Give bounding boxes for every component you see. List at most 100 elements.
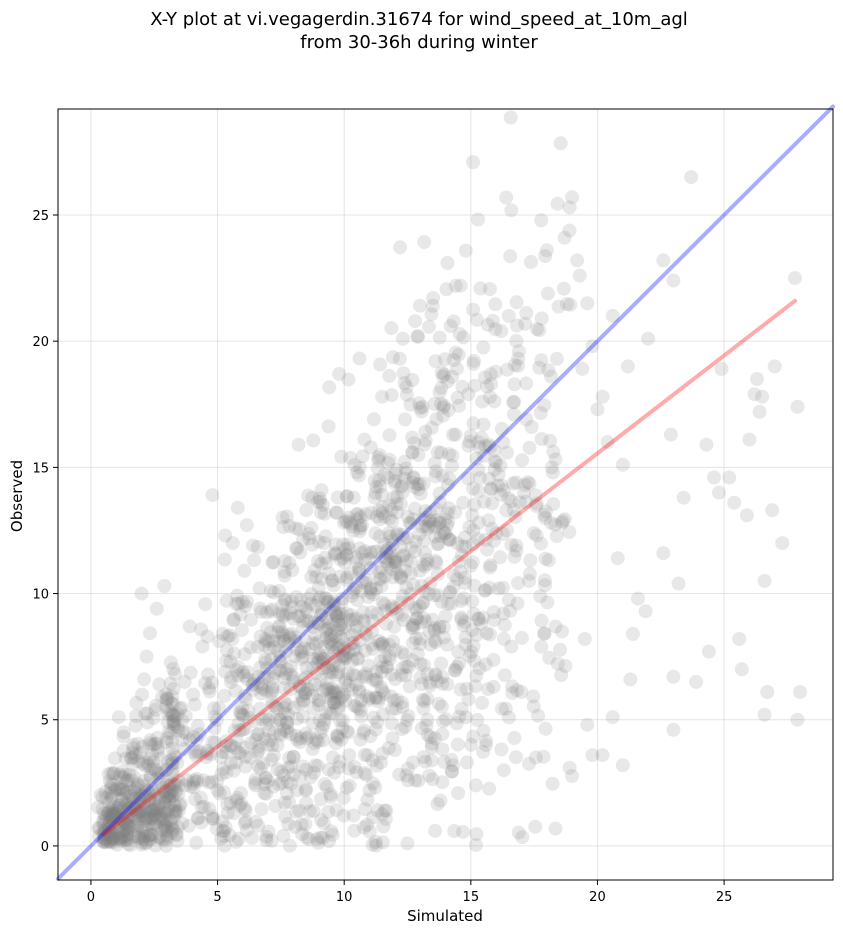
data-point: [124, 801, 139, 815]
data-point: [250, 745, 265, 760]
data-point: [281, 707, 296, 722]
data-point: [565, 190, 580, 205]
data-point: [316, 717, 331, 732]
data-point: [483, 481, 498, 496]
data-point: [523, 553, 538, 568]
data-point: [136, 773, 151, 788]
data-point: [168, 798, 183, 813]
data-point: [342, 778, 357, 793]
data-point: [158, 804, 173, 819]
data-point: [152, 790, 167, 805]
data-point: [462, 649, 477, 664]
data-point: [121, 832, 136, 847]
data-point: [96, 823, 111, 838]
data-point: [301, 488, 316, 503]
data-point: [168, 803, 183, 818]
data-point: [275, 607, 290, 622]
data-point: [259, 634, 274, 649]
data-point: [298, 726, 313, 741]
data-point: [147, 762, 161, 776]
data-point: [494, 742, 509, 757]
data-point: [285, 563, 300, 577]
data-point: [126, 741, 141, 756]
data-point: [299, 782, 313, 797]
data-point: [264, 604, 279, 619]
data-point: [287, 649, 302, 664]
data-point: [400, 509, 415, 524]
data-point: [233, 607, 248, 622]
data-point: [358, 643, 373, 658]
data-point: [165, 821, 180, 836]
data-point: [158, 794, 173, 809]
data-point: [208, 735, 222, 750]
data-point: [158, 833, 173, 848]
data-point: [354, 709, 369, 724]
data-point: [133, 745, 148, 760]
data-point: [124, 803, 139, 818]
data-point: [458, 710, 473, 725]
data-point: [108, 821, 123, 836]
data-point: [267, 726, 282, 740]
data-point: [92, 821, 107, 836]
data-point: [393, 570, 408, 585]
data-point: [443, 319, 458, 333]
data-point: [334, 595, 349, 610]
data-point: [112, 831, 127, 846]
data-point: [430, 588, 445, 603]
data-point: [106, 832, 121, 846]
data-point: [336, 537, 350, 552]
data-point: [147, 797, 162, 812]
data-point: [158, 763, 173, 778]
data-point: [350, 512, 365, 527]
data-point: [205, 811, 220, 826]
data-point: [139, 825, 153, 840]
data-point: [315, 497, 330, 512]
data-point: [237, 688, 252, 703]
data-point: [600, 435, 615, 450]
data-point: [507, 358, 522, 373]
data-point: [251, 818, 266, 833]
data-point: [288, 630, 303, 645]
data-point: [605, 308, 620, 323]
data-point: [265, 602, 280, 617]
data-point: [458, 630, 473, 645]
data-point: [145, 819, 160, 834]
data-point: [406, 512, 421, 527]
data-point: [136, 789, 151, 804]
data-point: [157, 791, 172, 805]
data-point: [195, 639, 210, 654]
data-point: [182, 733, 197, 748]
data-point: [306, 620, 321, 635]
data-point: [363, 545, 378, 560]
data-point: [305, 716, 320, 730]
data-point: [482, 282, 497, 296]
data-point: [178, 778, 193, 793]
data-point: [231, 596, 246, 611]
data-point: [109, 837, 124, 852]
data-point: [288, 819, 303, 834]
data-point: [305, 537, 320, 552]
data-point: [298, 601, 313, 616]
data-point: [379, 616, 394, 631]
data-point: [378, 650, 392, 665]
data-point: [283, 726, 298, 741]
data-point: [275, 510, 290, 525]
data-point: [514, 685, 529, 699]
data-point: [202, 775, 217, 790]
data-point: [312, 693, 327, 708]
data-point: [358, 507, 373, 522]
data-point: [298, 783, 313, 798]
data-point: [205, 675, 220, 690]
data-point: [536, 749, 551, 764]
data-point: [386, 555, 401, 570]
data-point: [165, 767, 180, 782]
data-point: [240, 672, 255, 687]
data-point: [478, 583, 492, 598]
data-point: [367, 412, 381, 427]
data-point: [363, 582, 378, 597]
data-point: [103, 814, 118, 828]
data-point: [537, 573, 552, 588]
data-point: [424, 420, 439, 435]
data-point: [231, 668, 246, 683]
data-point: [474, 430, 489, 445]
